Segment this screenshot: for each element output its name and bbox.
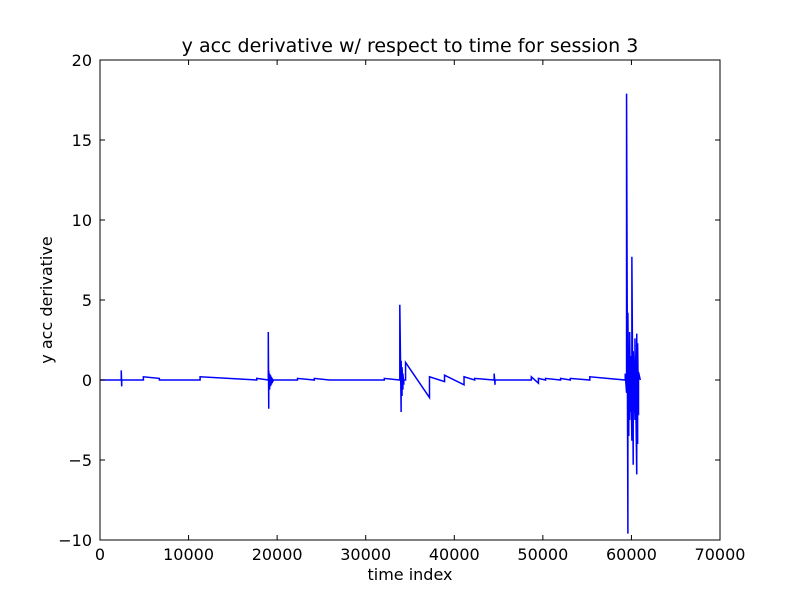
y-tick-label: 20 [72,51,92,70]
plot-frame [99,59,721,541]
x-axis-label: time index [367,565,452,584]
y-tick-label: 10 [72,211,92,230]
x-tick-label: 30000 [340,545,391,564]
x-tick-label: 50000 [517,545,568,564]
ticks-layer: 0 10000 20000 30000 40000 50000 60000 70000 −10 −… [58,51,745,564]
y-tick-label: −10 [58,531,92,550]
y-tick-label: 15 [72,131,92,150]
y-tick-label: 5 [82,291,92,310]
chart-title: y acc derivative w/ respect to time for … [182,35,639,57]
x-tick-label: 0 [95,545,105,564]
y-axis-label: y acc derivative [37,236,56,363]
x-tick-label: 70000 [695,545,746,564]
x-tick-label: 10000 [163,545,214,564]
y-tick-label: 0 [82,371,92,390]
series-line [100,93,642,534]
x-tick-label: 40000 [429,545,480,564]
plot-area [100,60,720,540]
x-tick-label: 20000 [252,545,303,564]
y-tick-label: −5 [68,451,92,470]
x-tick-label: 60000 [606,545,657,564]
series-layer [100,93,642,534]
